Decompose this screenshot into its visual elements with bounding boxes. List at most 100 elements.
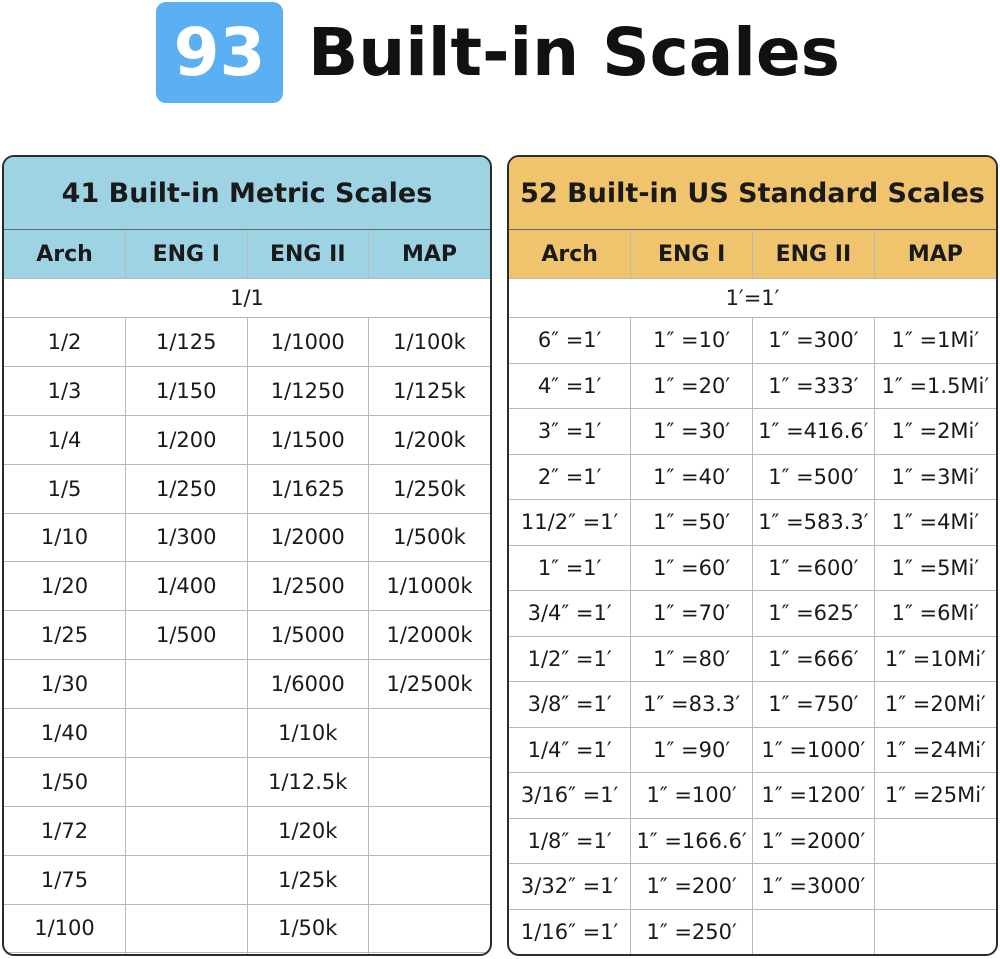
cell: 1/125 — [125, 317, 248, 367]
data-row: 11/2″ =1′ 1″ =50′ 1″ =583.3′ 1″ =4Mi′ — [509, 499, 996, 546]
cell: 1″ =583.3′ — [752, 499, 875, 546]
cell — [125, 805, 248, 856]
cell — [125, 854, 248, 905]
cell: 3/8″ =1′ — [509, 681, 632, 728]
cell: 1/200 — [125, 414, 248, 465]
cell: 1/500k — [368, 512, 490, 563]
data-row: 6″ =1′ 1″ =10′ 1″ =300′ 1″ =1Mi′ — [509, 317, 996, 364]
cell: 1/200k — [368, 414, 490, 465]
cell: 1″ =5Mi′ — [873, 544, 996, 592]
cell: 1/20 — [4, 561, 126, 612]
cell: 1″ =200′ — [630, 863, 753, 910]
cell: 1/1000k — [368, 561, 490, 612]
cell: 1/75 — [4, 854, 126, 905]
cell: 1″ =1′ — [509, 544, 632, 592]
cell: 1″ =10′ — [630, 317, 753, 364]
cell: 1/8″ =1′ — [509, 817, 632, 865]
cell: 1/250k — [368, 463, 490, 514]
cell: 1″ =90′ — [630, 726, 753, 774]
cell: 1/400 — [125, 561, 248, 612]
cell: 1″ =3000′ — [752, 863, 875, 910]
column-header: ENG I — [630, 229, 753, 279]
cell — [368, 952, 490, 954]
cell: 1/2″ =1′ — [509, 635, 632, 683]
cell: 1″ =80′ — [630, 635, 753, 683]
cell — [368, 805, 490, 856]
cell: 1″ =2000′ — [752, 817, 875, 865]
cell: 1″ =500′ — [752, 453, 875, 501]
cell — [125, 756, 248, 807]
column-header: Arch — [4, 229, 126, 279]
data-row — [4, 952, 490, 954]
cell: 1″ =60′ — [630, 544, 753, 592]
span-row: 1/1 — [4, 278, 490, 318]
data-row: 1/5 1/250 1/1625 1/250k — [4, 463, 490, 514]
cell: 1″ =2Mi′ — [873, 408, 996, 455]
data-row: 1/4 1/200 1/1500 1/200k — [4, 414, 490, 465]
cell: 1″ =1200′ — [752, 772, 875, 819]
data-row: 3″ =1′ 1″ =30′ 1″ =416.6′ 1″ =2Mi′ — [509, 408, 996, 455]
cell: 2″ =1′ — [509, 453, 632, 501]
cell: 1/10 — [4, 512, 126, 563]
cell: 1/40 — [4, 708, 126, 758]
cell: 11/2″ =1′ — [509, 499, 632, 546]
cell: 1/16″ =1′ — [509, 908, 632, 954]
cell: 1″ =100′ — [630, 772, 753, 819]
cell — [4, 952, 126, 954]
cell: 1″ =25Mi′ — [873, 772, 996, 819]
cell — [368, 903, 490, 954]
cell: 3/16″ =1′ — [509, 772, 632, 819]
data-row: 1/2″ =1′ 1″ =80′ 1″ =666′ 1″ =10Mi′ — [509, 635, 996, 683]
cell: 1″ =20′ — [630, 362, 753, 410]
cell: 1/100k — [368, 317, 490, 367]
cell — [873, 817, 996, 865]
cell: 1/500 — [125, 610, 248, 661]
data-row: 1/2 1/125 1/1000 1/100k — [4, 317, 490, 367]
cell: 4″ =1′ — [509, 362, 632, 410]
cell: 1/30 — [4, 659, 126, 709]
cell: 1/50k — [246, 903, 369, 954]
cell: 1/3 — [4, 365, 126, 416]
cell — [873, 863, 996, 910]
cell: 1″ =50′ — [630, 499, 753, 546]
title-row: 41 Built-in Metric Scales — [4, 157, 490, 230]
cell: 1″ =750′ — [752, 681, 875, 728]
cell: 1/2000k — [368, 610, 490, 661]
span-cell: 1/1 — [4, 278, 490, 318]
cell — [368, 854, 490, 905]
cell: 1/1000 — [246, 317, 369, 367]
cell — [873, 908, 996, 954]
cell: 1″ =4Mi′ — [873, 499, 996, 546]
data-row: 4″ =1′ 1″ =20′ 1″ =333′ 1″ =1.5Mi′ — [509, 362, 996, 410]
cell: 1″ =40′ — [630, 453, 753, 501]
cell: 1/1625 — [246, 463, 369, 514]
cell — [125, 903, 248, 954]
column-header: ENG II — [246, 229, 369, 279]
cell: 1″ =30′ — [630, 408, 753, 455]
cell: 1/1250 — [246, 365, 369, 416]
span-row: 1′=1′ — [509, 278, 996, 318]
metric-table: 41 Built-in Metric Scales Arch ENG I ENG II… — [2, 155, 492, 956]
cell: 1/300 — [125, 512, 248, 563]
data-row: 1/72 1/20k — [4, 805, 490, 856]
data-row: 1″ =1′ 1″ =60′ 1″ =600′ 1″ =5Mi′ — [509, 544, 996, 592]
cell: 1″ =20Mi′ — [873, 681, 996, 728]
cell: 6″ =1′ — [509, 317, 632, 364]
data-row: 3/4″ =1′ 1″ =70′ 1″ =625′ 1″ =6Mi′ — [509, 590, 996, 637]
cell: 3/4″ =1′ — [509, 590, 632, 637]
cell: 1/50 — [4, 756, 126, 807]
cell: 1/25k — [246, 854, 369, 905]
column-header: ENG II — [752, 229, 875, 279]
cell: 1/2500k — [368, 659, 490, 709]
column-header: MAP — [368, 229, 490, 279]
data-row: 1/25 1/500 1/5000 1/2000k — [4, 610, 490, 661]
cell: 1″ =333′ — [752, 362, 875, 410]
cell — [368, 756, 490, 807]
data-row: 1/10 1/300 1/2000 1/500k — [4, 512, 490, 563]
cell: 1/4″ =1′ — [509, 726, 632, 774]
cell: 1/100 — [4, 903, 126, 954]
data-row: 1/75 1/25k — [4, 854, 490, 905]
